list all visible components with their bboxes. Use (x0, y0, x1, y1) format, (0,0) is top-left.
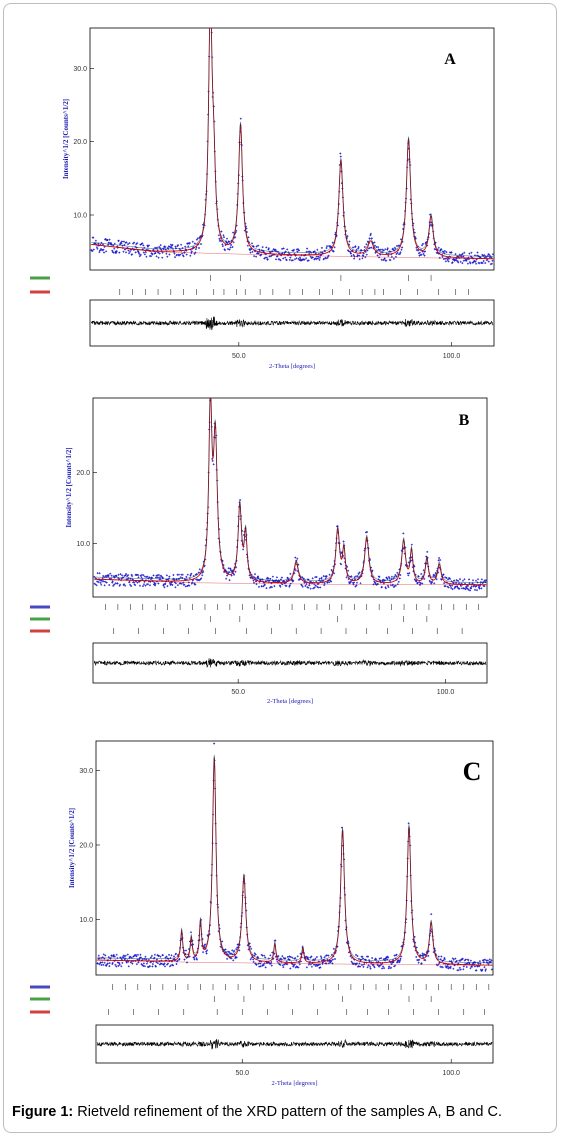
phase-ticks-c-2 (213, 996, 432, 1002)
x-tick-label: 50.0 (232, 353, 246, 360)
y-tick-label: 10.0 (73, 213, 87, 220)
y-tick-label: 20.0 (79, 843, 93, 850)
panel-letter-a: A (444, 51, 456, 68)
y-axis-label: Intensity^1/2 [Counts^1/2] (65, 447, 73, 527)
difference-frame-a (89, 299, 495, 347)
difference-series-b (93, 658, 487, 668)
panel-c-chart: 10.0 20.0 30.0 Intensity^1/2 [Counts^1/2] 50… (30, 740, 494, 1087)
observed-line-a (91, 27, 494, 257)
difference-series-a (90, 316, 494, 331)
background-series-c (95, 959, 494, 966)
observed-series-c (96, 742, 493, 972)
panel-letter-b: B (459, 412, 470, 429)
figure-caption: Figure 1: Rietveld refinement of the XRD… (12, 1104, 552, 1120)
background-series-b (92, 578, 488, 586)
difference-frame-c (95, 1024, 494, 1064)
x-tick-label: 100.0 (437, 689, 455, 696)
phase-marker-c-1 (30, 985, 50, 989)
difference-frame-b (92, 642, 488, 684)
phase-ticks-c-1 (112, 984, 490, 990)
phase-ticks-b-3 (113, 628, 463, 634)
phase-marker-b-3 (30, 629, 50, 633)
x-tick-label: 100.0 (442, 1070, 460, 1077)
x-tick-label: 50.0 (231, 689, 245, 696)
phase-ticks-b-1 (105, 604, 480, 610)
x-tick-label: 50.0 (235, 1070, 249, 1077)
y-tick-label: 20.0 (76, 470, 90, 477)
phase-marker-c-3 (30, 1010, 50, 1014)
y-tick-label: 10.0 (76, 541, 90, 548)
caption-label: Figure 1: (12, 1104, 74, 1120)
x-axis-label: 2-Theta [degrees] (267, 698, 313, 705)
x-axis-label: 2-Theta [degrees] (271, 1080, 317, 1087)
phase-marker-a-2 (30, 290, 50, 294)
phase-ticks-a-1 (210, 275, 432, 281)
observed-line-c (97, 754, 493, 964)
phase-marker-a-1 (30, 276, 50, 280)
y-tick-label: 30.0 (79, 768, 93, 775)
panel-a-chart: 10.0 20.0 30.0 Intensity^1/2 [Counts^1/2] 50… (30, 27, 495, 370)
figure-frame (3, 3, 557, 1133)
phase-ticks-a-2 (119, 289, 469, 295)
phase-marker-b-2 (30, 617, 50, 621)
phase-ticks-c-3 (108, 1009, 485, 1015)
x-axis-label: 2-Theta [degrees] (269, 363, 315, 370)
calculated-series-c (97, 757, 493, 966)
phase-ticks-b-2 (210, 616, 428, 622)
phase-marker-c-2 (30, 997, 50, 1001)
observed-line-b (94, 397, 487, 583)
y-axis-label: Intensity^1/2 [Counts^1/2] (68, 808, 76, 888)
plot-frame-b (92, 397, 488, 598)
caption-text: Rietveld refinement of the XRD pattern o… (73, 1104, 503, 1120)
plot-frame-c (95, 740, 494, 976)
y-tick-label: 10.0 (79, 917, 93, 924)
x-tick-label: 100.0 (443, 353, 461, 360)
calculated-series-a (91, 27, 494, 260)
y-tick-label: 20.0 (73, 139, 87, 146)
plot-frame-a (89, 27, 495, 271)
background-series-a (89, 244, 495, 260)
y-tick-label: 30.0 (73, 66, 87, 73)
panel-letter-c: C (463, 757, 482, 786)
phase-marker-b-1 (30, 605, 50, 609)
difference-series-c (96, 1038, 493, 1050)
calculated-series-b (94, 397, 487, 586)
y-axis-label: Intensity^1/2 [Counts^1/2] (62, 99, 70, 179)
